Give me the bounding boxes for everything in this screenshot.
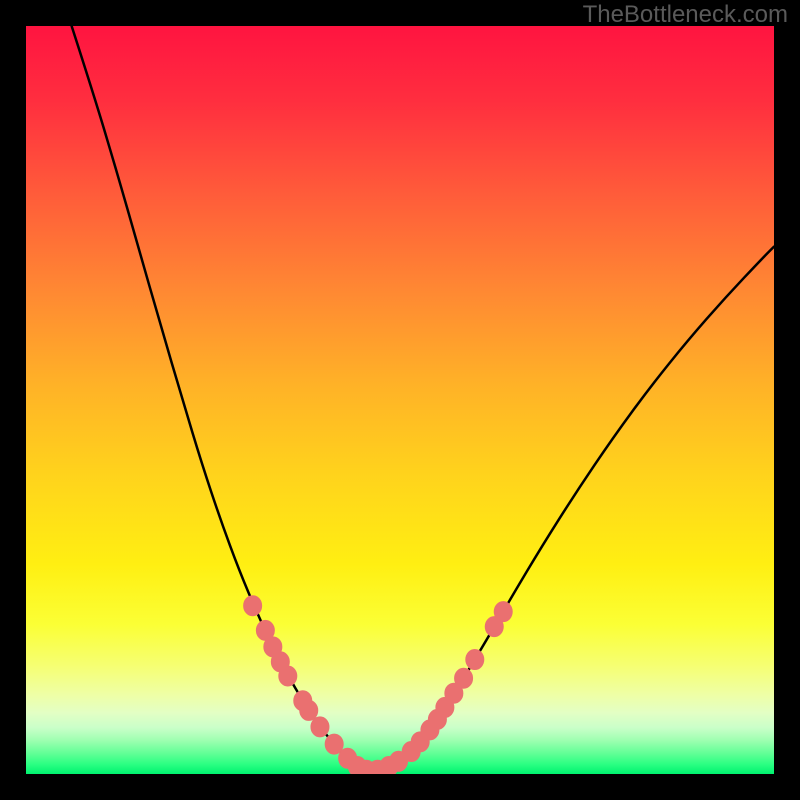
curve-marker (279, 666, 297, 686)
curve-marker (300, 700, 318, 720)
watermark-text: TheBottleneck.com (583, 1, 788, 29)
curve-marker (311, 717, 329, 737)
chart-frame: TheBottleneck.com (0, 0, 800, 800)
curve-marker (455, 668, 473, 688)
curve-marker (494, 602, 512, 622)
curve-marker (325, 734, 343, 754)
curve-marker (466, 650, 484, 670)
gradient-background (26, 26, 774, 774)
curve-marker (244, 596, 262, 616)
chart-svg (0, 0, 800, 800)
